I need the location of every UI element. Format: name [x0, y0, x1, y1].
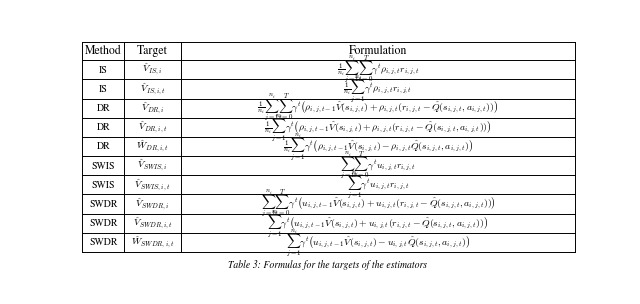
Text: $\frac{1}{n_i}\sum_{j=1}^{n_i}\sum_{t=0}^{T}\gamma^t \rho_{i,j,t} r_{i,j,t}$: $\frac{1}{n_i}\sum_{j=1}^{n_i}\sum_{t=0}…	[337, 54, 419, 86]
Text: SWDR: SWDR	[89, 238, 118, 247]
Text: $\frac{1}{n_i}\sum_{j=1}^{n_i}\gamma^t \rho_{i,j,t} r_{i,j,t}$: $\frac{1}{n_i}\sum_{j=1}^{n_i}\gamma^t \…	[344, 74, 413, 104]
Text: $\hat{V}_{SWIS,i,t}$: $\hat{V}_{SWIS,i,t}$	[134, 177, 171, 193]
Text: $\sum_{j=1}^{n_i}\gamma^t u_{i,j,t} r_{i,j,t}$: $\sum_{j=1}^{n_i}\gamma^t u_{i,j,t} r_{i…	[347, 170, 409, 200]
Text: Table 3: Formulas for the targets of the estimators: Table 3: Formulas for the targets of the…	[228, 260, 428, 270]
Text: Target: Target	[137, 45, 168, 57]
Text: $\hat{V}_{IS,i,t}$: $\hat{V}_{IS,i,t}$	[140, 81, 166, 97]
Text: $\sum_{j=1}^{n_i}\sum_{t=0}^{T}\gamma^t u_{i,j,t} r_{i,j,t}$: $\sum_{j=1}^{n_i}\sum_{t=0}^{T}\gamma^t …	[340, 150, 416, 182]
Text: $\hat{W}_{DR,i,t}$: $\hat{W}_{DR,i,t}$	[136, 139, 169, 154]
Text: $\hat{W}_{SWDR,i,t}$: $\hat{W}_{SWDR,i,t}$	[131, 235, 175, 250]
Text: $\hat{V}_{DR,i}$: $\hat{V}_{DR,i}$	[141, 100, 164, 116]
Text: $\frac{1}{n_i}\sum_{j=1}^{n_i}\gamma^t\left(\rho_{i,j,t-1}\hat{V}(s_{i,j,t}) - \: $\frac{1}{n_i}\sum_{j=1}^{n_i}\gamma^t\l…	[283, 131, 473, 162]
Text: SWDR: SWDR	[89, 219, 118, 228]
Text: SWIS: SWIS	[92, 180, 115, 190]
Text: IS: IS	[99, 84, 108, 94]
Text: $\hat{V}_{SWDR,i}$: $\hat{V}_{SWDR,i}$	[136, 196, 170, 212]
Text: $\frac{1}{n_i}\sum_{j=1}^{n_i}\sum_{t=0}^{T}\gamma^t\left(\rho_{i,j,t-1}\hat{V}(: $\frac{1}{n_i}\sum_{j=1}^{n_i}\sum_{t=0}…	[257, 92, 499, 124]
Text: DR: DR	[97, 142, 110, 151]
Text: $\hat{V}_{SWIS,i}$: $\hat{V}_{SWIS,i}$	[137, 158, 168, 174]
Text: $\hat{V}_{IS,i}$: $\hat{V}_{IS,i}$	[143, 62, 163, 78]
Text: DR: DR	[97, 103, 110, 113]
Text: $\hat{V}_{SWDR,i,t}$: $\hat{V}_{SWDR,i,t}$	[132, 216, 173, 231]
Text: IS: IS	[99, 65, 108, 74]
Text: $\frac{1}{n_i}\sum_{j=1}^{n_i}\gamma^t\left(\rho_{i,j,t-1}\hat{V}(s_{i,j,t}) + \: $\frac{1}{n_i}\sum_{j=1}^{n_i}\gamma^t\l…	[264, 112, 492, 143]
Text: $\sum_{j=1}^{n_i}\gamma^t\left(u_{i,j,t-1}\hat{V}(s_{i,j,t}) - u_{i,j,t}\hat{Q}(: $\sum_{j=1}^{n_i}\gamma^t\left(u_{i,j,t-…	[286, 227, 470, 258]
Text: $\sum_{j=1}^{n_i}\sum_{t=0}^{T}\gamma^t\left(u_{i,j,t-1}\hat{V}(s_{i,j,t}) + u_{: $\sum_{j=1}^{n_i}\sum_{t=0}^{T}\gamma^t\…	[260, 188, 495, 220]
Text: Formulation: Formulation	[349, 45, 407, 57]
Text: Method: Method	[85, 45, 122, 57]
Text: SWDR: SWDR	[89, 199, 118, 209]
Text: DR: DR	[97, 123, 110, 132]
Text: $\sum_{j=1}^{n_i}\gamma^t\left(u_{i,j,t-1}\hat{V}(s_{i,j,t}) + u_{i,j,t}(r_{i,j,: $\sum_{j=1}^{n_i}\gamma^t\left(u_{i,j,t-…	[268, 208, 489, 239]
Text: SWIS: SWIS	[92, 161, 115, 171]
Text: $\hat{V}_{DR,i,t}$: $\hat{V}_{DR,i,t}$	[138, 119, 168, 135]
